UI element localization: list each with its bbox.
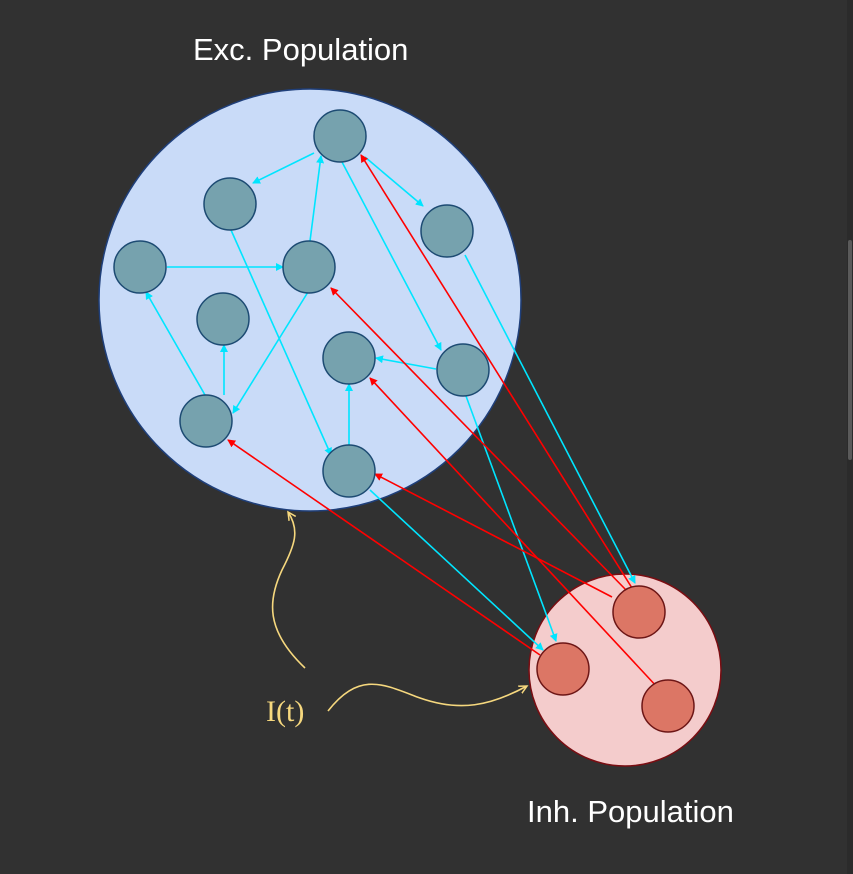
- connection-line: [364, 156, 424, 207]
- connection-line: [360, 154, 633, 589]
- excitatory-neurons: [113, 109, 490, 498]
- connection-line: [145, 291, 206, 396]
- input-current-label: I(t): [266, 695, 304, 728]
- excitatory-connections-to-inhibitory: [369, 254, 636, 651]
- excitatory-neuron: [322, 444, 376, 498]
- excitatory-neuron: [203, 177, 257, 231]
- excitatory-neuron: [282, 240, 336, 294]
- inhibitory-connections: [227, 154, 659, 689]
- inhibitory-neurons: [536, 585, 695, 733]
- input-arrow-to-excitatory: [271, 512, 306, 669]
- connection-line: [227, 439, 541, 656]
- scrollbar-thumb[interactable]: [848, 240, 852, 460]
- excitatory-neuron: [436, 343, 490, 397]
- connection-line: [232, 291, 309, 414]
- connection-line: [252, 152, 315, 184]
- excitatory-neuron: [313, 109, 367, 163]
- excitatory-population-circle: [98, 88, 522, 512]
- excitatory-neuron: [179, 394, 233, 448]
- input-current-arrows: [271, 512, 527, 712]
- excitatory-neuron: [196, 292, 250, 346]
- excitatory-neuron: [322, 331, 376, 385]
- connection-line: [374, 473, 613, 598]
- input-arrow-to-inhibitory: [327, 683, 527, 712]
- scrollbar-track[interactable]: [847, 0, 853, 874]
- connection-line: [465, 395, 558, 642]
- inhibitory-neuron: [641, 679, 695, 733]
- inhibitory-neuron: [536, 642, 590, 696]
- inhibitory-neuron: [612, 585, 666, 639]
- excitatory-neuron: [113, 240, 167, 294]
- connection-line: [230, 229, 332, 456]
- excitatory-connections-internal: [145, 152, 442, 456]
- excitatory-population-label: Exc. Population: [193, 32, 408, 67]
- connection-line: [464, 254, 636, 584]
- connection-line: [309, 155, 325, 242]
- excitatory-neuron: [420, 204, 474, 258]
- connection-line: [375, 355, 437, 370]
- connection-line: [369, 377, 659, 689]
- inhibitory-population-label: Inh. Population: [527, 794, 734, 829]
- connection-line: [341, 161, 442, 351]
- connection-line: [330, 287, 628, 592]
- connection-line: [369, 489, 544, 651]
